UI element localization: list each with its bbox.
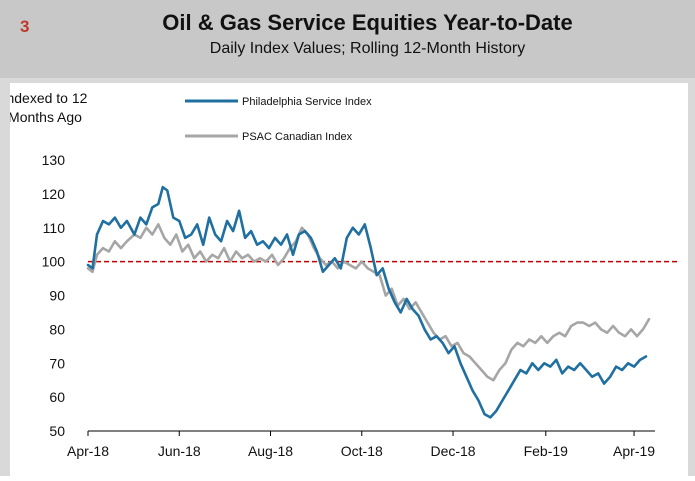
x-tick-label: Aug-18	[248, 443, 293, 459]
line-chart: Indexed to 12 Months Ago Philadelphia Ser…	[3, 90, 677, 459]
x-tick-label: Dec-18	[430, 443, 475, 459]
legend-label-1: Philadelphia Service Index	[242, 96, 372, 108]
y-tick-label: 90	[49, 288, 65, 304]
chart-title: Oil & Gas Service Equities Year-to-Date	[162, 10, 573, 35]
x-axis: Apr-18 Jun-18 Aug-18 Oct-18 Dec-18 Feb-19 Apr-…	[67, 430, 655, 459]
y-tick-label: 50	[49, 423, 65, 439]
y-tick-label: 100	[42, 254, 66, 270]
series-group	[86, 185, 651, 419]
legend: Philadelphia Service Index PSAC Canadian …	[185, 96, 372, 143]
legend-label-2: PSAC Canadian Index	[242, 131, 353, 143]
slide-number: 3	[20, 17, 30, 36]
x-tick-label: Apr-19	[613, 443, 655, 459]
chart-subtitle: Daily Index Values; Rolling 12-Month His…	[209, 40, 526, 57]
series-line-psac	[86, 223, 651, 382]
y-tick-label: 130	[42, 152, 66, 168]
x-tick-label: Oct-18	[341, 443, 383, 459]
x-tick-label: Jun-18	[158, 443, 201, 459]
y-axis: 50 60 70 80 90 100 110 120 130	[42, 152, 66, 439]
series-line-philadelphia	[86, 185, 648, 419]
y-tick-label: 70	[49, 355, 65, 371]
y-tick-label: 120	[42, 186, 66, 202]
slide-header: 3 Oil & Gas Service Equities Year-to-Dat…	[0, 0, 695, 78]
y-axis-title-line: Months Ago	[10, 109, 82, 125]
x-tick-label: Feb-19	[524, 443, 569, 459]
y-axis-title: Indexed to 12 Months Ago	[10, 90, 88, 125]
x-tick-label: Apr-18	[67, 443, 109, 459]
chart-panel: Indexed to 12 Months Ago Philadelphia Ser…	[3, 83, 688, 476]
y-axis-label: Indexed to 12 Months Ago	[3, 90, 88, 125]
y-tick-label: 60	[49, 389, 65, 405]
y-axis-title-line: Indexed to 12	[10, 90, 88, 106]
y-tick-label: 110	[43, 220, 66, 236]
y-tick-label: 80	[49, 321, 65, 337]
